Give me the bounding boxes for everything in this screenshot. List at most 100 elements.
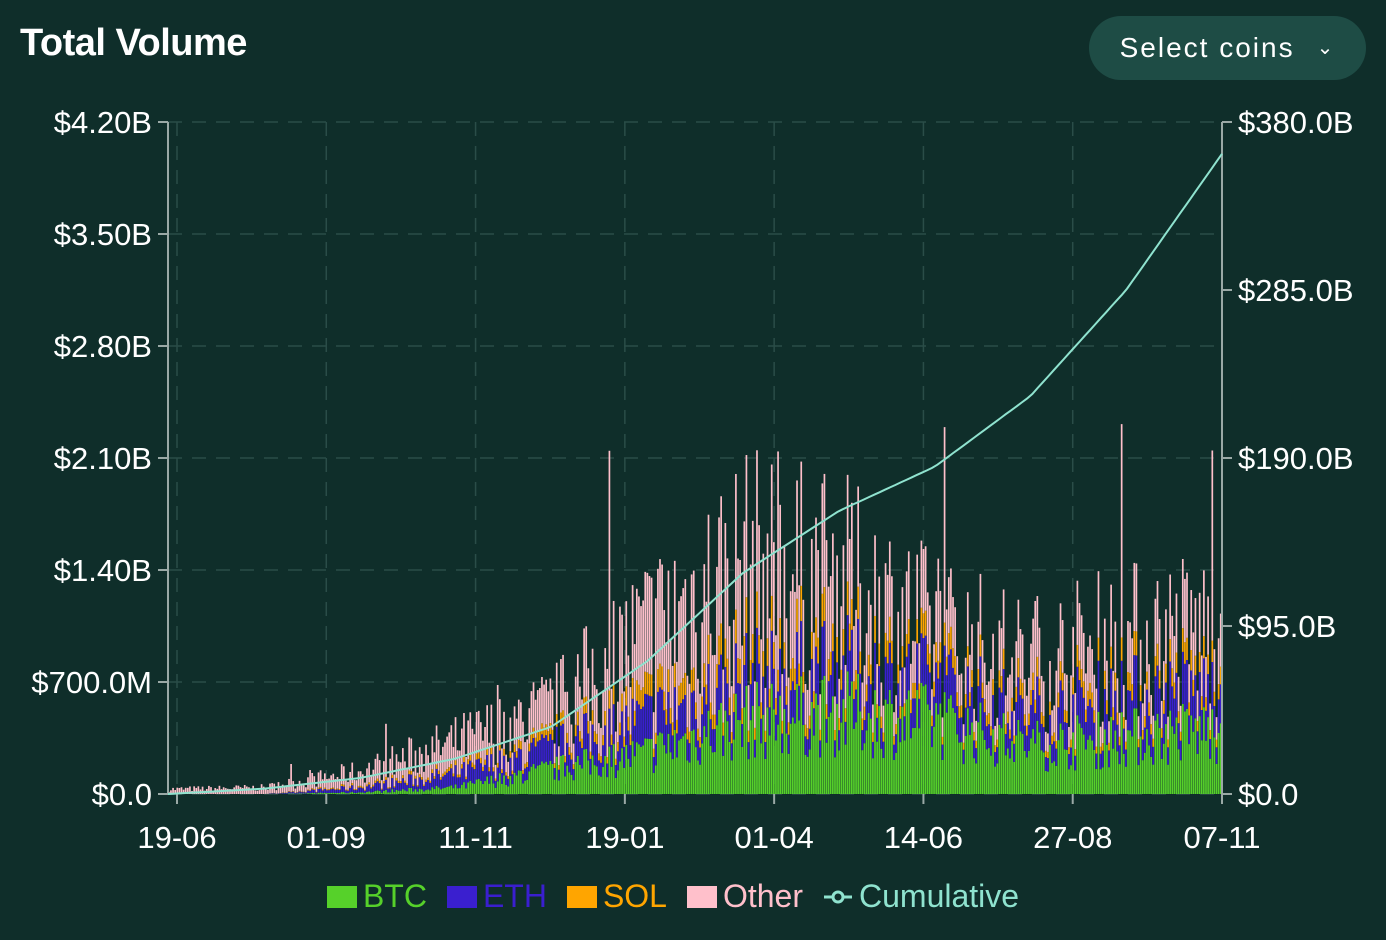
bar-eth xyxy=(897,683,900,718)
bar-sol xyxy=(747,730,750,743)
bar-btc xyxy=(534,768,537,794)
bar-sol xyxy=(673,663,676,688)
bar-sol xyxy=(863,706,866,721)
bar-eth xyxy=(477,758,480,779)
bar-sol xyxy=(600,756,602,763)
bar-sol xyxy=(631,677,634,699)
bar-sol xyxy=(1011,697,1013,712)
bar-btc xyxy=(551,763,554,794)
bar-btc xyxy=(966,708,969,794)
legend-item-other[interactable]: Other xyxy=(686,878,803,915)
bar-sol xyxy=(418,774,421,778)
bar-other xyxy=(585,626,588,697)
bar-sol xyxy=(924,610,927,636)
x-tick-label: 14-06 xyxy=(884,820,963,855)
bar-sol xyxy=(823,587,826,621)
bar-other xyxy=(1167,716,1169,740)
bar-other xyxy=(610,688,613,735)
bar-other xyxy=(840,606,843,670)
bar-sol xyxy=(345,789,347,791)
bar-sol xyxy=(1093,710,1096,723)
bar-other xyxy=(935,591,937,643)
bar-btc xyxy=(1186,708,1188,794)
bar-eth xyxy=(920,633,923,683)
bar-btc xyxy=(865,730,868,794)
bar-sol xyxy=(728,697,731,716)
legend-item-cumulative[interactable]: Cumulative xyxy=(823,878,1019,915)
select-coins-button[interactable]: Select coins ⌄ xyxy=(1089,16,1366,80)
bar-btc xyxy=(1093,749,1096,794)
bar-btc xyxy=(498,773,501,794)
bar-sol xyxy=(722,722,725,736)
bar-eth xyxy=(494,780,497,788)
bar-eth xyxy=(1049,714,1051,745)
bar-eth xyxy=(962,749,965,765)
bar-btc xyxy=(543,763,545,794)
bar-eth xyxy=(391,778,394,790)
bar-btc xyxy=(1000,728,1003,794)
bar-other xyxy=(1118,712,1121,737)
bar-sol xyxy=(534,737,537,747)
bar-btc xyxy=(1196,753,1199,794)
bar-sol xyxy=(1146,671,1148,690)
legend-item-btc[interactable]: BTC xyxy=(326,878,427,915)
bar-eth xyxy=(342,786,345,793)
bar-eth xyxy=(1066,722,1068,750)
bar-sol xyxy=(640,690,642,710)
bar-btc xyxy=(1034,743,1037,794)
bar-other xyxy=(1103,618,1106,671)
bar-btc xyxy=(808,749,811,794)
bar-eth xyxy=(1146,689,1148,730)
bar-sol xyxy=(1063,709,1066,723)
bar-eth xyxy=(404,782,406,791)
bar-eth xyxy=(532,738,535,765)
bar-btc xyxy=(933,726,935,794)
bar-eth xyxy=(912,698,914,729)
bar-btc xyxy=(340,792,343,794)
bar-eth xyxy=(1144,727,1146,753)
bar-eth xyxy=(539,740,541,765)
bar-btc xyxy=(416,791,419,794)
bar-eth xyxy=(1209,739,1212,759)
bar-eth xyxy=(924,635,927,685)
bar-eth xyxy=(1057,707,1060,741)
bar-eth xyxy=(357,787,360,793)
bar-other xyxy=(1196,690,1199,721)
bar-eth xyxy=(307,790,309,794)
bar-eth xyxy=(813,708,815,736)
bar-btc xyxy=(832,696,834,794)
bar-eth xyxy=(598,760,600,776)
bar-other xyxy=(197,786,200,794)
bar-btc xyxy=(600,776,602,794)
bar-other xyxy=(756,450,758,592)
bar-sol xyxy=(791,658,794,682)
x-tick-label: 19-06 xyxy=(137,820,216,855)
bar-btc xyxy=(511,784,514,794)
bar-eth xyxy=(522,773,524,784)
bar-sol xyxy=(836,637,838,663)
bar-eth xyxy=(602,745,604,767)
bar-other xyxy=(992,633,994,680)
bar-btc xyxy=(819,757,822,794)
bar-btc xyxy=(374,790,377,794)
bar-other xyxy=(766,533,769,639)
bar-eth xyxy=(591,724,594,756)
bar-other xyxy=(361,774,364,787)
bar-btc xyxy=(1059,723,1062,794)
cumulative-line-icon xyxy=(824,890,852,903)
bar-sol xyxy=(971,670,973,688)
bar-eth xyxy=(482,770,484,784)
bar-btc xyxy=(385,789,387,794)
bar-eth xyxy=(572,769,575,781)
bar-other xyxy=(735,473,737,610)
bar-sol xyxy=(619,722,621,736)
bar-eth xyxy=(713,729,716,753)
legend-item-eth[interactable]: ETH xyxy=(446,878,547,915)
bar-eth xyxy=(1051,744,1053,764)
bar-other xyxy=(465,756,467,777)
bar-other xyxy=(566,691,569,733)
bar-other xyxy=(737,558,739,659)
legend-item-sol[interactable]: SOL xyxy=(566,878,667,915)
bar-eth xyxy=(922,638,925,687)
bar-btc xyxy=(452,788,455,794)
